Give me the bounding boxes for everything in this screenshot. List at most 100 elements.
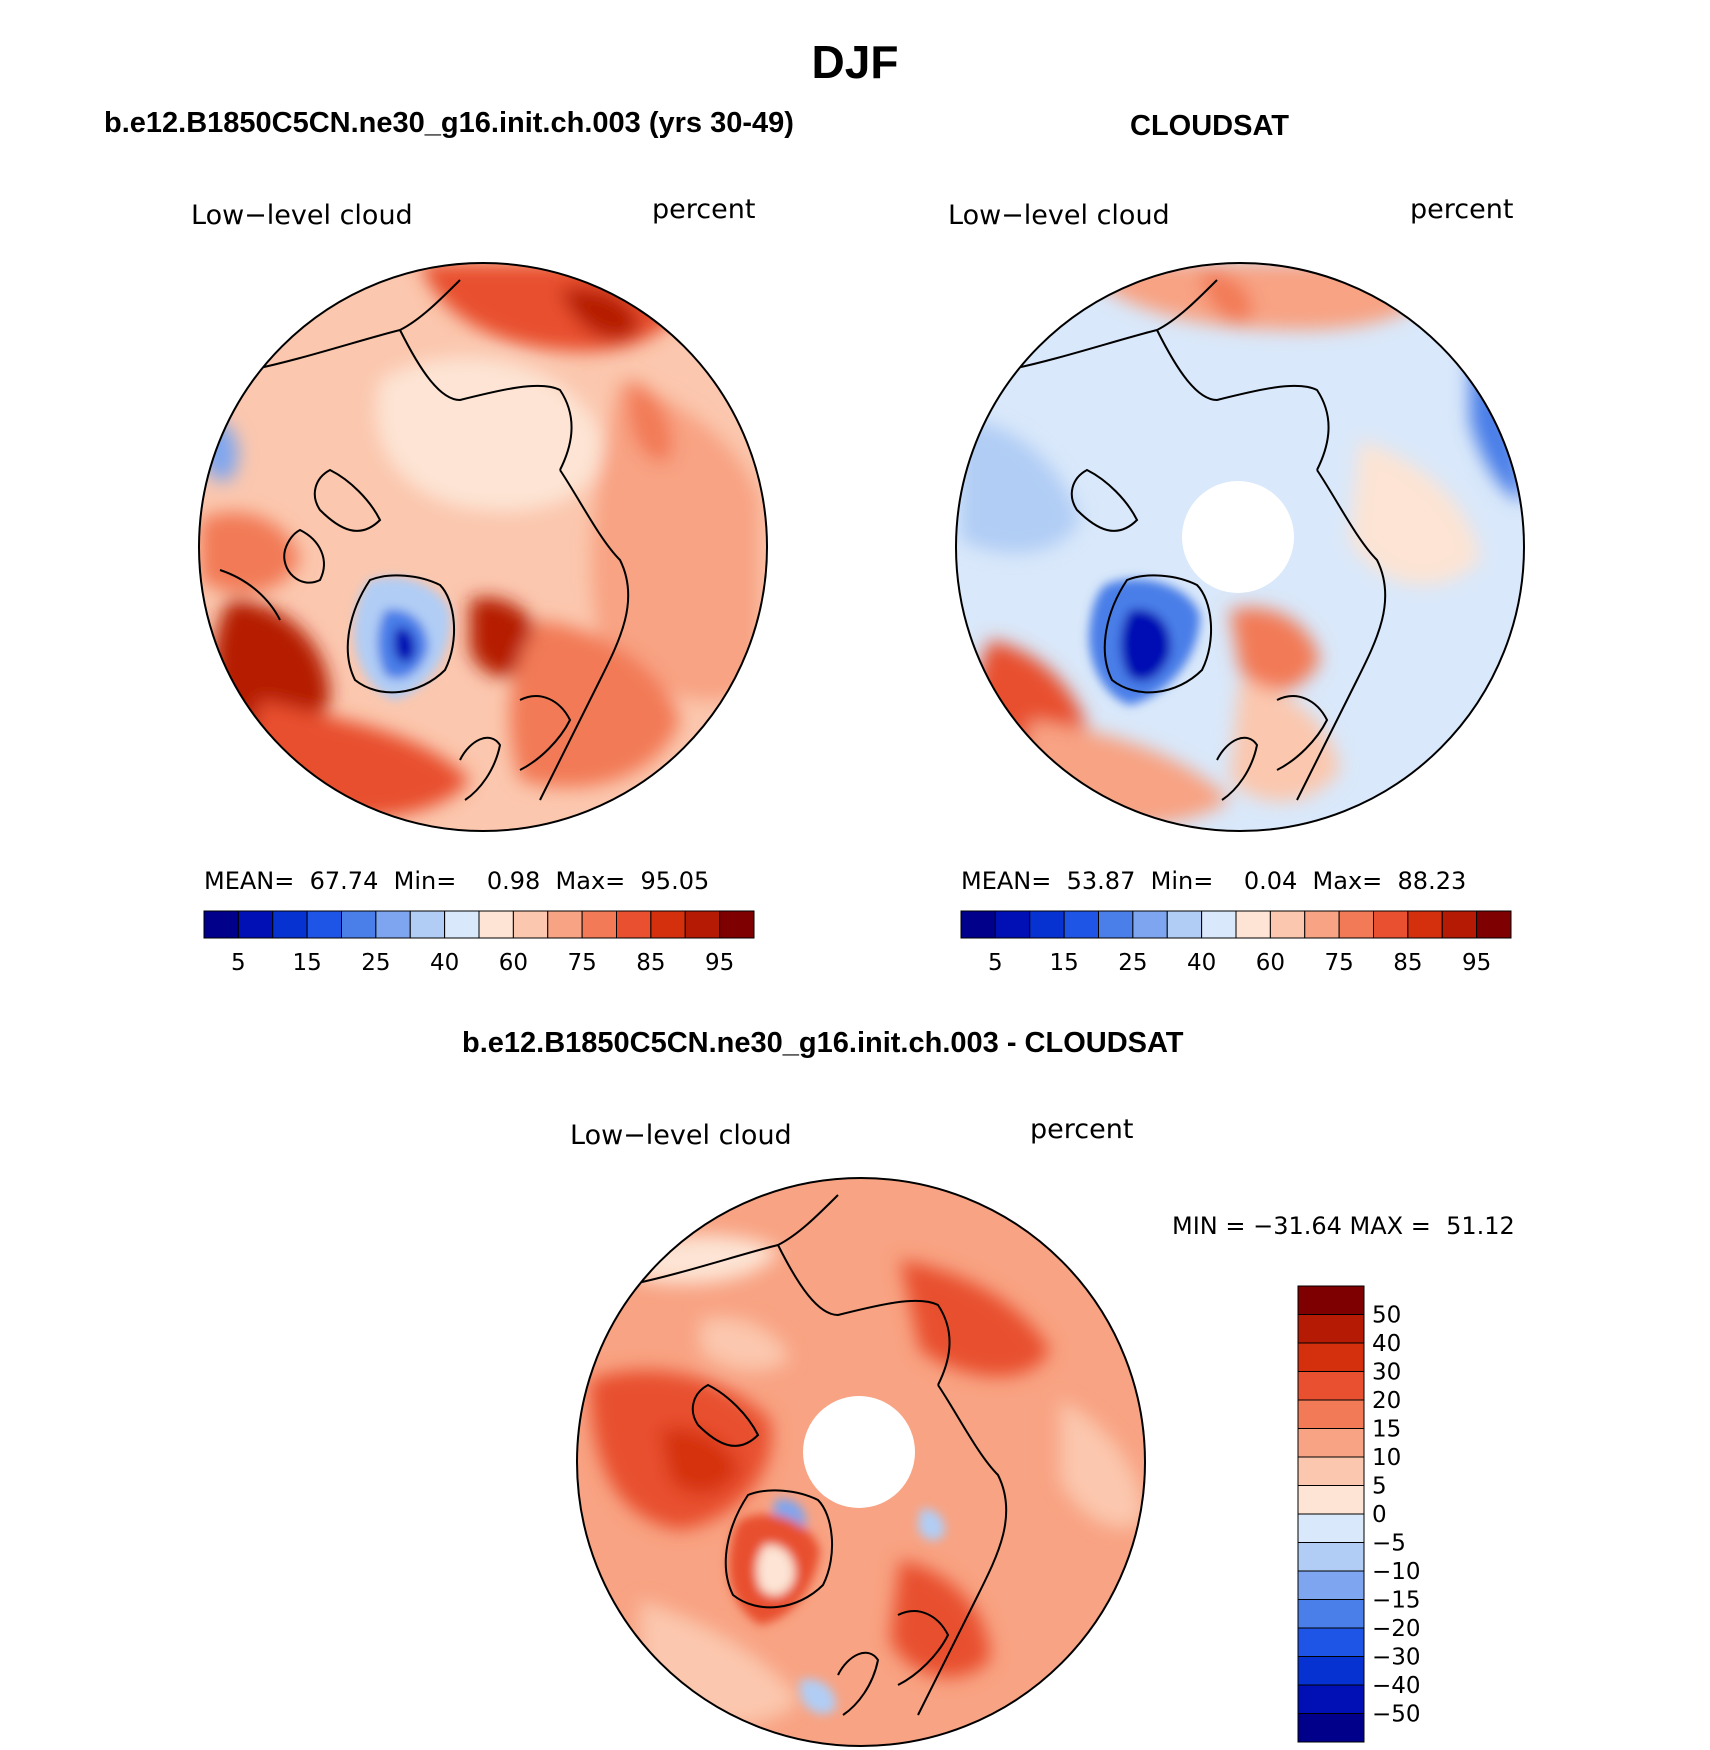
colorbar-swatch xyxy=(375,910,411,939)
min-label: Min= xyxy=(1150,867,1214,895)
max-label: Max= xyxy=(1312,867,1383,895)
colorbar-swatch xyxy=(1297,1342,1365,1372)
colorbar-swatch xyxy=(1297,1314,1365,1344)
colorbar-tick-label: 40 xyxy=(1187,950,1216,976)
colorbar-swatch xyxy=(306,910,342,939)
colorbar-swatch xyxy=(409,910,446,939)
field-alaska xyxy=(700,1317,790,1371)
panel3-title: b.e12.B1850C5CN.ne30_g16.init.ch.003 - C… xyxy=(462,1027,1184,1059)
colorbar-swatch xyxy=(237,910,274,939)
colorbar-tick-label: −20 xyxy=(1372,1616,1421,1642)
colorbar-tick-label: −10 xyxy=(1372,1559,1421,1585)
panel2-title: CLOUDSAT xyxy=(1130,110,1289,142)
colorbar-swatch xyxy=(1201,910,1237,939)
panel3-units-label: percent xyxy=(1030,1114,1134,1145)
colorbar-swatch xyxy=(1297,1428,1365,1458)
colorbar-swatch xyxy=(1304,910,1340,939)
map-difference-border xyxy=(576,1177,1146,1747)
colorbar-swatch xyxy=(1297,1627,1365,1657)
colorbar-swatch xyxy=(1297,1456,1365,1486)
mean-label: MEAN= xyxy=(961,867,1052,895)
colorbar-tick-label: 25 xyxy=(1118,950,1147,976)
field-canada xyxy=(960,420,1080,554)
colorbar-tick-label: 5 xyxy=(231,950,246,976)
mean-value: 67.74 xyxy=(309,867,379,895)
field-barents xyxy=(1230,607,1320,692)
field-bering xyxy=(560,287,640,340)
colorbar-swatch xyxy=(1297,1371,1365,1401)
panel1-title: b.e12.B1850C5CN.ne30_g16.init.ch.003 (yr… xyxy=(104,107,794,139)
colorbar-swatch xyxy=(1269,910,1306,939)
panel2-variable-label: Low−level cloud xyxy=(948,200,1170,231)
colorbar-tick-label: −5 xyxy=(1372,1531,1406,1557)
colorbar-swatch xyxy=(1029,910,1065,939)
colorbar-swatch xyxy=(1297,1599,1365,1629)
colorbar-swatch xyxy=(960,910,996,939)
colorbar-swatch xyxy=(1297,1513,1365,1543)
colorbar-tick-label: 60 xyxy=(499,950,528,976)
colorbar-swatch xyxy=(1166,910,1203,939)
colorbar-tick-label: 25 xyxy=(361,950,390,976)
colorbar-swatch xyxy=(1297,1656,1365,1686)
colorbar-tick-label: −15 xyxy=(1372,1588,1421,1614)
field-kamchatka xyxy=(628,380,673,462)
colorbar-tick-label: 15 xyxy=(292,950,321,976)
colorbar-cloudsat: 5 15 25 40 60 75 85 95 xyxy=(960,910,1512,976)
colorbar-tick-label: 50 xyxy=(1372,1303,1401,1329)
field-barents-negative xyxy=(918,1509,945,1541)
colorbar-swatch xyxy=(1476,910,1512,939)
colorbar-swatch xyxy=(994,910,1031,939)
colorbar-swatch xyxy=(719,910,755,939)
field-siberia xyxy=(1350,440,1480,585)
colorbar-swatch xyxy=(1297,1285,1365,1315)
colorbar-tick-label: 5 xyxy=(1372,1474,1387,1500)
field-siberia xyxy=(900,1260,1050,1377)
max-label: Max= xyxy=(555,867,626,895)
colorbar-swatch xyxy=(1132,910,1168,939)
field-europe xyxy=(890,1560,990,1678)
map-cloudsat xyxy=(956,263,1524,831)
colorbar-tick-label: 95 xyxy=(705,950,734,976)
colorbar-swatch xyxy=(547,910,583,939)
field-arctic xyxy=(376,357,604,512)
colorbar-swatch xyxy=(1297,1485,1365,1515)
colorbar-swatch xyxy=(1297,1684,1365,1714)
colorbar-swatch xyxy=(616,910,652,939)
colorbar-swatch xyxy=(581,910,617,939)
field-greenland-core xyxy=(1120,609,1171,682)
colorbar-swatch xyxy=(341,910,377,939)
field-canada xyxy=(200,512,300,594)
colorbar-tick-label: 15 xyxy=(1372,1417,1401,1443)
panel1-stats: MEAN= 67.74 Min= 0.98 Max= 95.05 xyxy=(204,866,709,896)
colorbar-swatch xyxy=(1297,1542,1365,1572)
panel3-variable-label: Low−level cloud xyxy=(570,1120,792,1151)
panel2-stats: MEAN= 53.87 Min= 0.04 Max= 88.23 xyxy=(961,866,1466,896)
coastlines xyxy=(1006,279,1387,801)
colorbar-tick-label: −50 xyxy=(1372,1702,1421,1728)
colorbar-swatch xyxy=(444,910,480,939)
colorbar-tick-label: −30 xyxy=(1372,1645,1421,1671)
polar-data-gap xyxy=(1182,481,1294,593)
colorbar-swatch xyxy=(203,910,239,939)
coastlines xyxy=(627,1194,1008,1716)
min-label: Min= xyxy=(393,867,457,895)
field-east-pacific xyxy=(1060,1400,1145,1528)
colorbar-tick-label: 40 xyxy=(430,950,459,976)
mean-label: MEAN= xyxy=(204,867,295,895)
colorbar-swatch xyxy=(1235,910,1271,939)
colorbar-swatch xyxy=(1297,1570,1365,1600)
polar-data-gap xyxy=(803,1396,915,1508)
colorbar-swatch xyxy=(1407,910,1443,939)
field-greenland-core xyxy=(756,1544,795,1596)
colorbar-tick-label: 75 xyxy=(567,950,596,976)
page-title: DJF xyxy=(811,36,899,88)
field-greenland-core xyxy=(393,627,416,663)
colorbar-swatch xyxy=(1373,910,1409,939)
min-value: 0.04 xyxy=(1243,867,1298,895)
colorbar-tick-label: 75 xyxy=(1324,950,1353,976)
colorbar-tick-label: 95 xyxy=(1462,950,1491,976)
map-model-border xyxy=(198,262,768,832)
colorbar-tick-label: 30 xyxy=(1372,1360,1401,1386)
colorbar-tick-label: 60 xyxy=(1256,950,1285,976)
